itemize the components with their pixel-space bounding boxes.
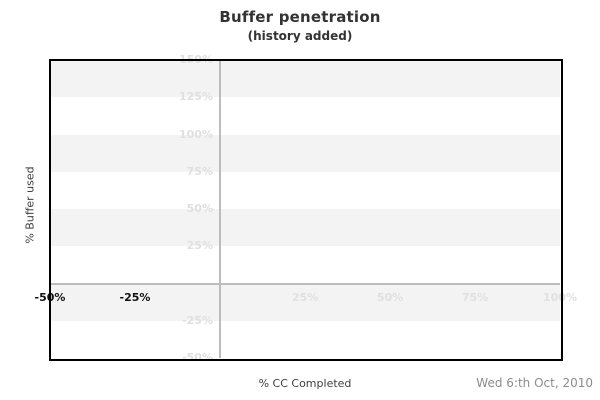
zero-line-vertical: [219, 60, 221, 358]
y-tick-label: 125%: [179, 90, 213, 104]
y-axis-title: % Buffer used: [23, 166, 37, 244]
y-tick-label: -25%: [182, 313, 213, 327]
grid-band: [50, 209, 560, 247]
grid-band: [50, 60, 560, 98]
plot-area: 150% 125% 100% 75% 50% 25% -25% -50% -50% -25% 25%…: [35, 53, 577, 364]
x-tick-label-emphasis: -50%: [34, 290, 66, 304]
y-tick-label: 25%: [186, 239, 213, 253]
x-tick-label: 75%: [461, 290, 489, 304]
y-tick-label: 50%: [186, 202, 213, 215]
x-axis-title: % CC Completed: [258, 377, 352, 390]
y-tick-label: 100%: [179, 127, 213, 141]
grid-band: [50, 283, 560, 321]
y-tick-label: -50%: [182, 351, 213, 364]
x-tick-label: 100%: [543, 290, 577, 304]
page-subtitle: (history added): [247, 29, 353, 43]
y-tick-label: 150%: [179, 53, 213, 66]
y-tick-label: 75%: [186, 164, 213, 178]
x-tick-label: 50%: [376, 290, 404, 304]
page-title: Buffer penetration: [219, 8, 381, 26]
x-tick-label-emphasis: -25%: [119, 290, 151, 304]
x-tick-label: 25%: [291, 290, 319, 304]
zero-line-horizontal: [50, 282, 560, 285]
grid-band: [50, 134, 560, 172]
date-label: Wed 6:th Oct, 2010: [476, 376, 593, 390]
